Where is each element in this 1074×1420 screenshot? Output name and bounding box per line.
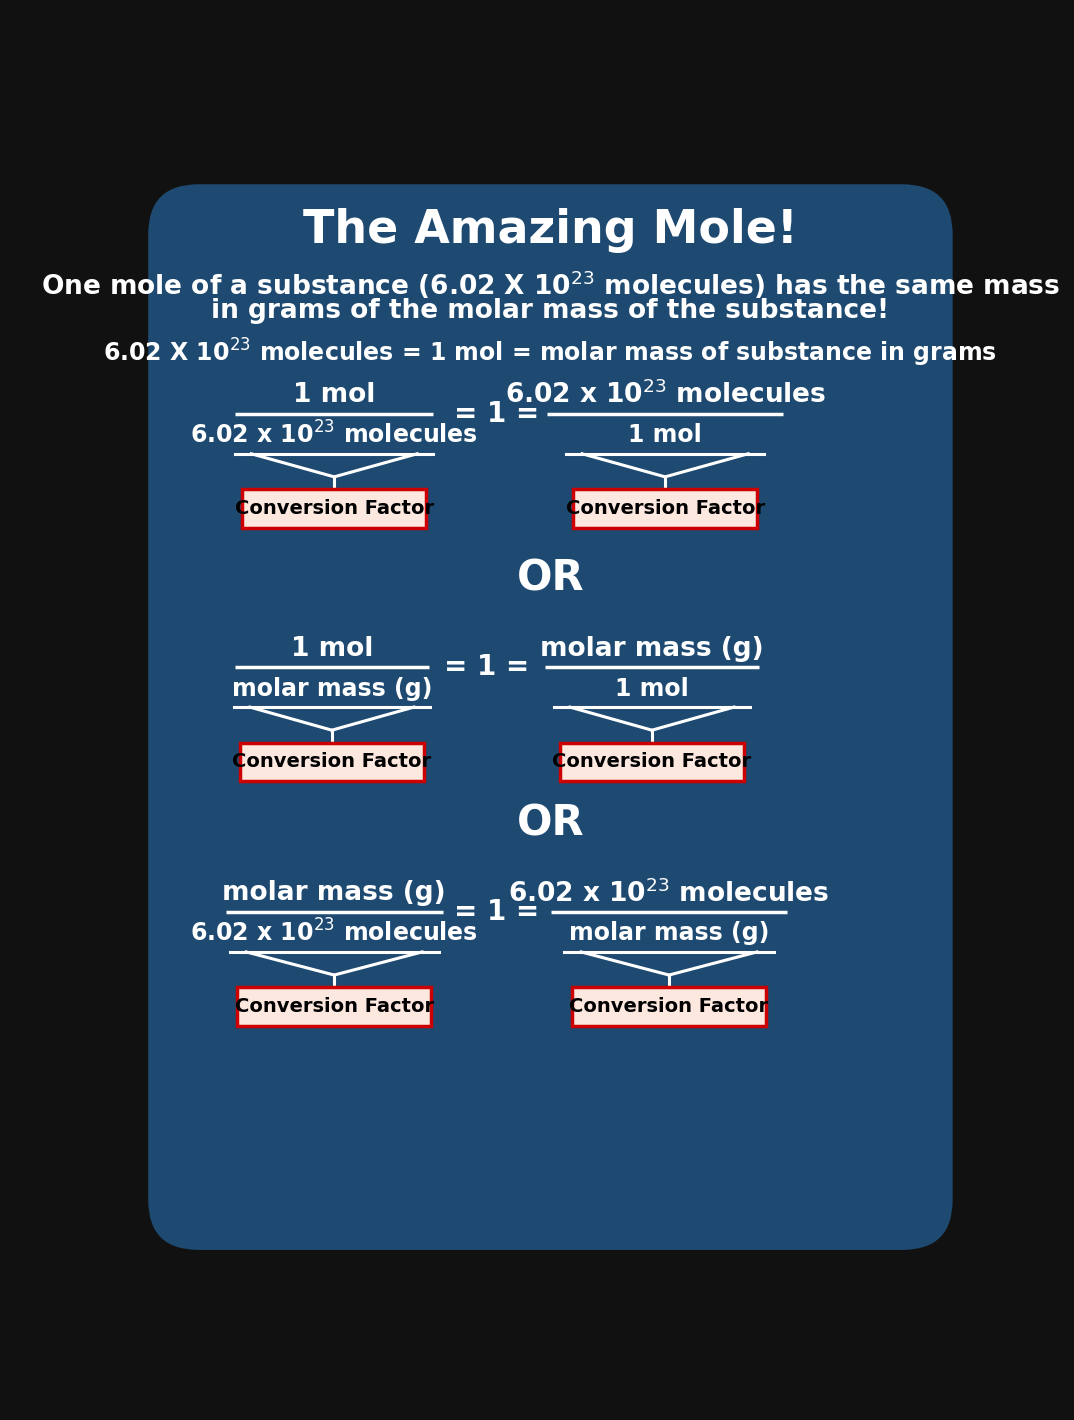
Text: OR: OR: [517, 558, 584, 599]
Text: 1 mol: 1 mol: [291, 636, 373, 662]
Text: 1 mol: 1 mol: [293, 382, 376, 408]
Text: Conversion Factor: Conversion Factor: [569, 997, 769, 1017]
Text: 6.02 x 10$^{23}$ molecules: 6.02 x 10$^{23}$ molecules: [190, 920, 478, 947]
Text: The Amazing Mole!: The Amazing Mole!: [303, 207, 798, 253]
Text: OR: OR: [517, 802, 584, 845]
Text: molar mass (g): molar mass (g): [540, 636, 764, 662]
FancyBboxPatch shape: [148, 185, 953, 1250]
Text: molar mass (g): molar mass (g): [232, 676, 432, 700]
Text: 6.02 X 10$^{23}$ molecules = 1 mol = molar mass of substance in grams: 6.02 X 10$^{23}$ molecules = 1 mol = mol…: [103, 337, 998, 369]
Text: molar mass (g): molar mass (g): [569, 922, 769, 946]
FancyBboxPatch shape: [237, 987, 431, 1025]
Text: = 1 =: = 1 =: [454, 897, 539, 926]
Text: molar mass (g): molar mass (g): [222, 880, 446, 906]
Text: Conversion Factor: Conversion Factor: [552, 753, 752, 771]
Text: 6.02 x 10$^{23}$ molecules: 6.02 x 10$^{23}$ molecules: [505, 381, 826, 409]
Text: Conversion Factor: Conversion Factor: [232, 753, 432, 771]
Text: 6.02 x 10$^{23}$ molecules: 6.02 x 10$^{23}$ molecules: [508, 879, 829, 907]
Text: 6.02 x 10$^{23}$ molecules: 6.02 x 10$^{23}$ molecules: [190, 422, 478, 449]
Text: Conversion Factor: Conversion Factor: [566, 498, 765, 518]
FancyBboxPatch shape: [560, 743, 744, 781]
Text: in grams of the molar mass of the substance!: in grams of the molar mass of the substa…: [212, 298, 889, 324]
FancyBboxPatch shape: [240, 743, 424, 781]
Text: = 1 =: = 1 =: [454, 399, 539, 427]
FancyBboxPatch shape: [572, 987, 766, 1025]
Text: 1 mol: 1 mol: [615, 676, 688, 700]
Text: Conversion Factor: Conversion Factor: [234, 498, 434, 518]
Text: Conversion Factor: Conversion Factor: [234, 997, 434, 1017]
Text: One mole of a substance (6.02 X 10$^{23}$ molecules) has the same mass: One mole of a substance (6.02 X 10$^{23}…: [41, 268, 1060, 301]
FancyBboxPatch shape: [572, 488, 757, 528]
FancyBboxPatch shape: [242, 488, 426, 528]
Text: 1 mol: 1 mol: [628, 423, 702, 447]
Text: = 1 =: = 1 =: [445, 653, 529, 682]
